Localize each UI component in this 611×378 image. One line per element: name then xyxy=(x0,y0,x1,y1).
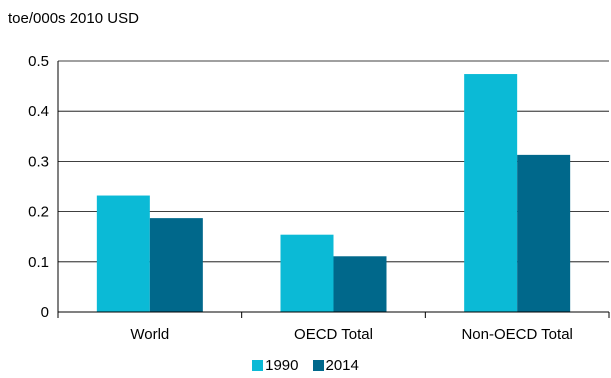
x-tick-label: World xyxy=(130,326,169,343)
bar-2014-world xyxy=(149,218,203,312)
y-tick-label: 0 xyxy=(41,304,49,321)
bar-1990-world xyxy=(96,195,150,312)
legend-label-1990: 1990 xyxy=(265,357,299,374)
y-tick-label: 0.4 xyxy=(28,103,49,120)
legend-label-2014: 2014 xyxy=(325,357,359,374)
legend: 1990 2014 xyxy=(0,357,611,374)
bar-1990-oecd-total xyxy=(280,234,334,312)
bar-2014-non-oecd-total xyxy=(517,154,571,312)
legend-swatch-1990 xyxy=(252,360,264,371)
y-tick-label: 0.2 xyxy=(28,204,49,221)
y-tick-label: 0.1 xyxy=(28,254,49,271)
legend-item-2014: 2014 xyxy=(312,357,359,374)
x-tick-label: OECD Total xyxy=(294,326,373,343)
x-tick-label: Non-OECD Total xyxy=(461,326,572,343)
legend-swatch-2014 xyxy=(312,360,324,371)
y-tick-label: 0.5 xyxy=(28,53,49,70)
bar-1990-non-oecd-total xyxy=(464,74,518,312)
bar-chart: 0 0.1 0.2 0.3 0.4 0.5 World OECD Total Non-OECD … xyxy=(28,53,610,343)
bars xyxy=(96,74,571,312)
y-axis-unit-label: toe/000s 2010 USD xyxy=(8,10,139,27)
tick-labels: 0 0.1 0.2 0.3 0.4 0.5 World OECD Total Non-OECD … xyxy=(28,53,573,343)
y-tick-label: 0.3 xyxy=(28,153,49,170)
legend-item-1990: 1990 xyxy=(252,357,299,374)
bar-2014-oecd-total xyxy=(333,256,387,312)
axes xyxy=(57,61,610,318)
